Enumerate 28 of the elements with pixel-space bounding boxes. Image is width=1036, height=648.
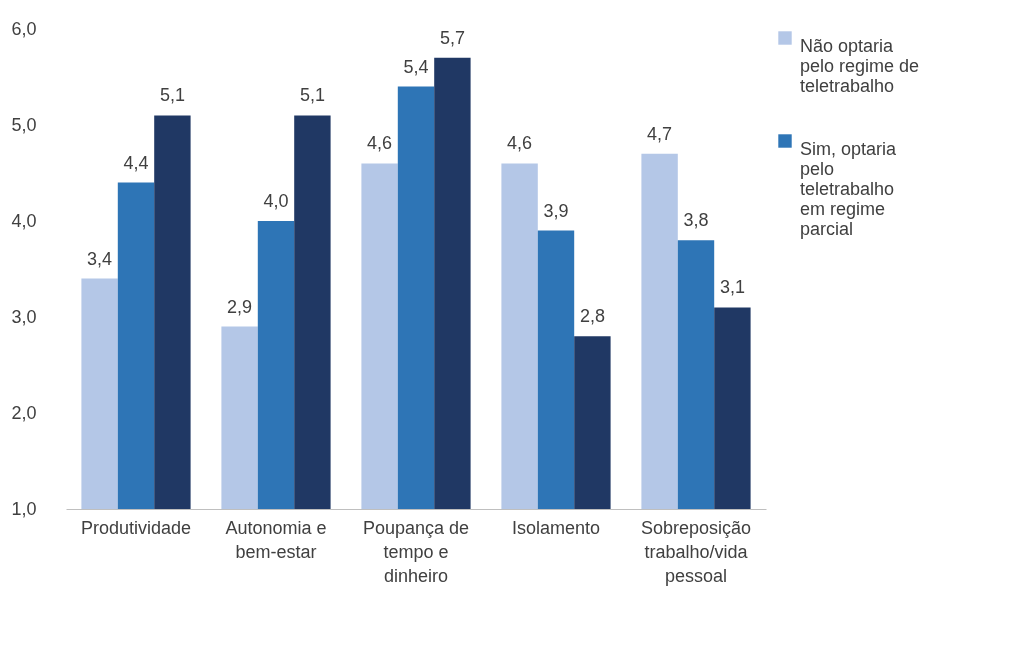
x-tick-label: Autonomia e bem-estar (225, 517, 327, 562)
data-label: 4,6 (507, 133, 533, 154)
data-label: 2,8 (579, 306, 605, 327)
data-label: 3,8 (683, 210, 709, 231)
data-label: 5,4 (403, 56, 429, 77)
data-label: 4,4 (123, 152, 149, 173)
y-tick-label: 5,0 (11, 114, 37, 135)
legend-label: Não optaria pelo regime de teletrabalho (800, 36, 920, 96)
data-label: 5,1 (299, 85, 325, 106)
data-label: 4,0 (263, 191, 289, 211)
y-tick-label: 2,0 (11, 402, 37, 423)
legend-label: Sim, optaria pelo teletrabalho em regime parcial (800, 139, 898, 239)
x-tick-label: Poupança de tempo e dinheiro (362, 517, 470, 586)
x-tick-label: Produtividade (80, 517, 192, 538)
y-tick-label: 1,0 (11, 498, 37, 519)
y-tick-label: 3,0 (11, 306, 37, 327)
x-tick-label: Isolamento (511, 517, 601, 538)
data-label: 3,9 (543, 200, 569, 221)
x-tick-label: Sobreposição trabalho/vida pessoal (640, 517, 752, 586)
y-tick-label: 4,0 (11, 210, 37, 231)
data-label: 3,1 (719, 277, 745, 298)
data-label: 4,7 (647, 123, 673, 144)
data-label: 2,9 (227, 296, 253, 317)
y-tick-label: 6,0 (11, 18, 37, 39)
data-label: 5,1 (159, 85, 185, 106)
data-label: 4,6 (367, 133, 393, 154)
data-label: 3,4 (87, 248, 113, 269)
data-label: 5,7 (439, 27, 465, 48)
